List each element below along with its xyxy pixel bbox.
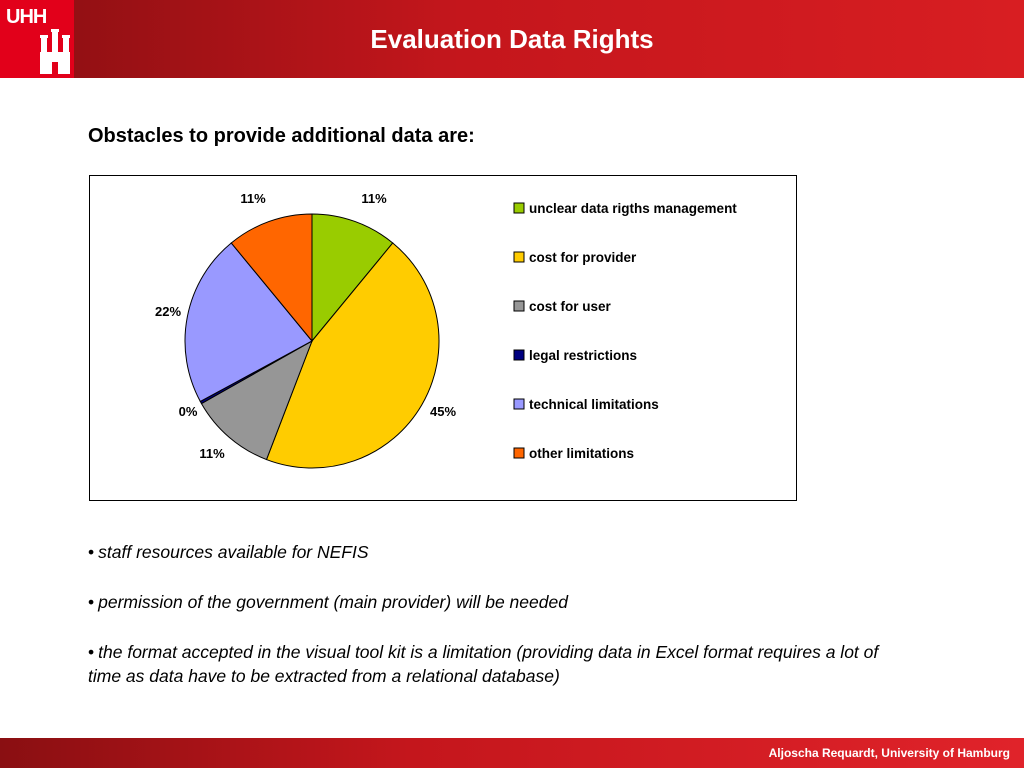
- bullet-item: • permission of the government (main prov…: [88, 590, 888, 614]
- slice-percent-label: 11%: [361, 191, 387, 206]
- slice-percent-label: 22%: [155, 304, 181, 319]
- chart-frame: 11% 45% 11% 0% 22% 11% unclear data rigths man…: [89, 175, 797, 501]
- bullet-text: permission of the government (main provi…: [98, 592, 568, 612]
- legend-label: other limitations: [529, 446, 634, 461]
- slide-subtitle: Obstacles to provide additional data are…: [88, 125, 475, 147]
- slice-percent-label: 0%: [179, 404, 198, 419]
- legend-swatch: [513, 300, 525, 312]
- bullet-item: • the format accepted in the visual tool …: [88, 640, 888, 688]
- footer-credit: Aljoscha Requardt, University of Hamburg: [768, 746, 1010, 760]
- bullet-list: • staff resources available for NEFIS • pe…: [88, 540, 888, 714]
- legend-swatch: [513, 447, 525, 459]
- legend-label: unclear data rigths management: [529, 201, 737, 216]
- bullet-dot: •: [88, 642, 95, 662]
- slice-percent-label: 11%: [199, 446, 225, 461]
- pie-slice-0: [311, 213, 394, 343]
- legend-label: cost for provider: [529, 250, 637, 265]
- bullet-dot: •: [88, 592, 95, 612]
- legend-swatch: [513, 251, 525, 263]
- pie-chart: 11% 45% 11% 0% 22% 11% unclear data rigths man…: [155, 191, 737, 469]
- legend-swatch: [513, 398, 525, 410]
- slice-percent-label: 45%: [430, 404, 456, 419]
- logo-text: UHH: [6, 6, 47, 28]
- legend-swatch: [513, 349, 525, 361]
- slice-percent-label: 11%: [240, 191, 266, 206]
- castle-icon: [40, 29, 70, 74]
- slide-title: Evaluation Data Rights: [370, 24, 654, 54]
- bullet-text: staff resources available for NEFIS: [98, 542, 369, 562]
- legend-label: technical limitations: [529, 397, 659, 412]
- pie-slice-2: [200, 339, 313, 461]
- pie-slice-1: [265, 242, 440, 469]
- legend-swatch: [513, 202, 525, 214]
- footer-bar: Aljoscha Requardt, University of Hamburg: [0, 738, 1024, 768]
- legend-label: legal restrictions: [529, 348, 637, 363]
- university-logo: UHH: [0, 0, 74, 78]
- bullet-item: • staff resources available for NEFIS: [88, 540, 888, 564]
- bullet-text: the format accepted in the visual tool k…: [88, 642, 879, 686]
- pie-slice-4: [184, 242, 313, 403]
- bullet-dot: •: [88, 542, 95, 562]
- pie-slice-5: [230, 213, 313, 343]
- legend-label: cost for user: [529, 299, 612, 314]
- header-bar: UHH Evaluation Data Rights: [0, 0, 1024, 78]
